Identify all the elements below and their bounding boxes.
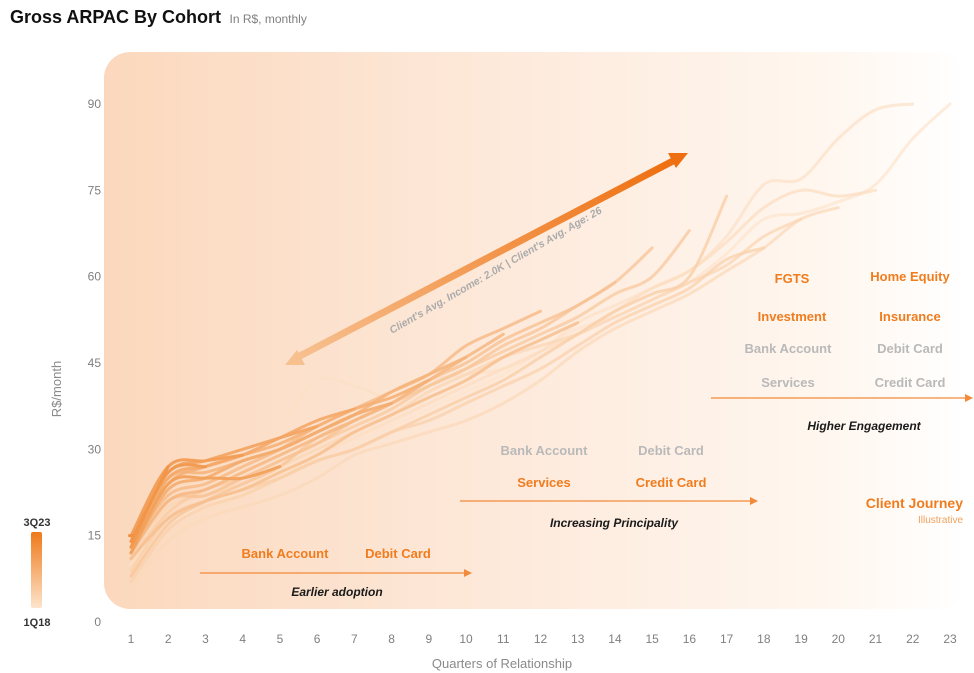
cohort-line-3Q20 bbox=[129, 321, 580, 561]
x-tick-label: 20 bbox=[832, 632, 846, 646]
stage1-bank-account-label: Bank Account bbox=[242, 546, 330, 561]
x-tick-label: 1 bbox=[128, 632, 135, 646]
chart-subtitle: In R$, monthly bbox=[229, 12, 307, 26]
x-tick-label: 6 bbox=[314, 632, 321, 646]
stage2-name: Increasing Principality bbox=[550, 516, 679, 530]
y-axis-title: R$/month bbox=[49, 361, 64, 417]
diagonal-arrow-head-top bbox=[668, 153, 688, 168]
stage2-bank-account-label: Bank Account bbox=[501, 443, 589, 458]
diagonal-arrow-head-bottom bbox=[285, 350, 305, 365]
x-tick-label: 10 bbox=[459, 632, 473, 646]
y-tick-label: 45 bbox=[88, 356, 102, 370]
x-axis-title: Quarters of Relationship bbox=[432, 656, 572, 671]
y-axis: 0 15 30 45 60 75 90 bbox=[88, 97, 102, 629]
x-tick-label: 3 bbox=[202, 632, 209, 646]
stage2-credit-card-label: Credit Card bbox=[636, 475, 707, 490]
stage3-credit-card-label: Credit Card bbox=[875, 375, 946, 390]
client-journey-title: Client Journey bbox=[866, 495, 963, 511]
cohort-line-4Q22 bbox=[129, 453, 245, 538]
x-tick-label: 5 bbox=[277, 632, 284, 646]
stage2-services-label: Services bbox=[517, 475, 571, 490]
cohort-line-3Q22 bbox=[129, 465, 282, 555]
x-tick-label: 11 bbox=[497, 632, 510, 646]
x-tick-label: 2 bbox=[165, 632, 172, 646]
x-tick-label: 4 bbox=[239, 632, 246, 646]
cohort-line-4Q21 bbox=[129, 401, 394, 555]
cohort-line-4Q19 bbox=[129, 229, 691, 561]
y-tick-label: 30 bbox=[88, 442, 102, 456]
cohort-line-4Q18 bbox=[129, 206, 840, 589]
legend-bottom-label: 1Q18 bbox=[24, 617, 51, 629]
series-group bbox=[128, 102, 952, 589]
legend-gradient-bar bbox=[31, 532, 42, 608]
x-tick-label: 19 bbox=[794, 632, 808, 646]
chart-title: Gross ARPAC By Cohort bbox=[10, 7, 222, 27]
x-tick-label: 7 bbox=[351, 632, 358, 646]
stage3-home-equity-label: Home Equity bbox=[870, 269, 950, 284]
client-journey-note: Illustrative bbox=[918, 515, 963, 526]
stage3-bank-account-label: Bank Account bbox=[745, 341, 833, 356]
x-tick-label: 22 bbox=[906, 632, 920, 646]
stage3-fgts-label: FGTS bbox=[775, 271, 810, 286]
x-tick-label: 15 bbox=[646, 632, 660, 646]
x-tick-label: 17 bbox=[720, 632, 734, 646]
stage1-debit-card-label: Debit Card bbox=[365, 546, 431, 561]
x-tick-label: 18 bbox=[757, 632, 771, 646]
x-tick-label: 8 bbox=[388, 632, 395, 646]
title-row: Gross ARPAC By Cohort In R$, monthly bbox=[10, 7, 307, 28]
x-tick-label: 12 bbox=[534, 632, 548, 646]
y-tick-label: 60 bbox=[88, 270, 102, 284]
diagonal-arrow bbox=[285, 153, 688, 365]
x-tick-label: 14 bbox=[608, 632, 622, 646]
y-tick-label: 15 bbox=[88, 529, 102, 543]
stage3-services-label: Services bbox=[761, 375, 815, 390]
stage3-investment-label: Investment bbox=[758, 309, 827, 324]
cohort-line-2Q19 bbox=[129, 246, 766, 584]
cohort-line-1Q21 bbox=[129, 332, 505, 555]
cohort-line-1Q23 bbox=[129, 463, 207, 549]
y-tick-label: 0 bbox=[94, 615, 101, 629]
stage3-debit-card-label: Debit Card bbox=[877, 341, 943, 356]
y-tick-label: 90 bbox=[88, 97, 102, 111]
x-tick-label: 23 bbox=[943, 632, 957, 646]
x-tick-label: 16 bbox=[683, 632, 697, 646]
x-axis: 1 2 3 4 5 6 7 8 9 10 11 12 13 14 15 16 17 18 19 20 21 22 23 bbox=[128, 632, 957, 646]
stage3-insurance-label: Insurance bbox=[879, 309, 940, 324]
stage2-debit-card-label: Debit Card bbox=[638, 443, 704, 458]
stage3-name: Higher Engagement bbox=[807, 419, 921, 433]
x-tick-label: 9 bbox=[425, 632, 432, 646]
x-tick-label: 21 bbox=[869, 632, 883, 646]
y-tick-label: 75 bbox=[88, 183, 102, 197]
legend-top-label: 3Q23 bbox=[24, 517, 51, 529]
stage1-name: Earlier adoption bbox=[291, 585, 382, 599]
x-tick-label: 13 bbox=[571, 632, 585, 646]
